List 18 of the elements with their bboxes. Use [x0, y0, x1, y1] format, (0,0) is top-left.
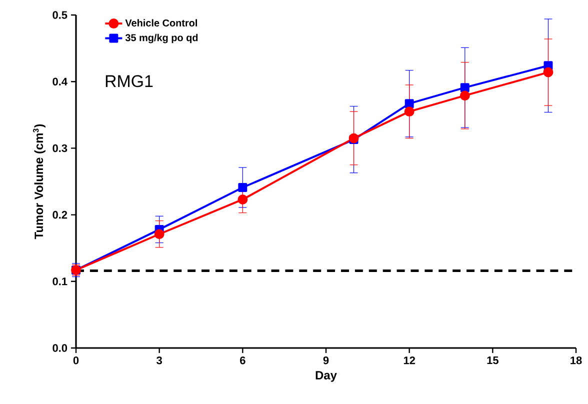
x-axis-title: Day: [316, 371, 337, 382]
y-tick-label: 0.5: [52, 11, 68, 19]
annotation: RMG1: [106, 75, 153, 88]
legend-label: Vehicle Control: [125, 19, 197, 26]
x-tick-label: 9: [323, 356, 329, 364]
x-tick-label: 0: [73, 356, 79, 364]
x-tick-label: 3: [156, 356, 162, 364]
x-tick-label: 15: [487, 356, 498, 364]
y-tick-label: 0.4: [52, 78, 68, 86]
x-tick-label: 18: [570, 356, 582, 364]
y-tick-label: 0.2: [52, 210, 68, 219]
y-axis-title: Tumor Volume (cm$^{3}$): [33, 124, 46, 240]
y-tick-label: 0.1: [52, 278, 68, 286]
x-tick-label: 12: [404, 356, 415, 364]
y-tick-label: 0.0: [52, 344, 68, 352]
legend-label: 35 mg/kg po qd: [125, 34, 198, 44]
x-tick-label: 6: [240, 356, 246, 364]
y-tick-label: 0.3: [52, 144, 68, 152]
